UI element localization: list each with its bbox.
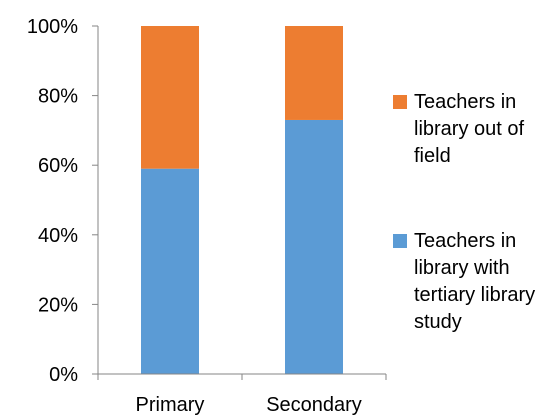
legend-label-out-of-field: Teachers in library out of field <box>414 91 525 167</box>
y-tick-label: 0% <box>49 364 78 386</box>
legend-swatch-out-of-field <box>393 95 407 109</box>
y-tick-labels: 0% 20% 40% 60% 80% 100% <box>27 16 78 386</box>
y-tick-label: 80% <box>38 86 78 108</box>
legend-2: Teachers in library with tertiary librar… <box>393 228 558 336</box>
legend-label-tertiary-study: Teachers in library with tertiary librar… <box>414 230 536 333</box>
bar-secondary-series-1 <box>285 26 343 120</box>
y-tick-label: 40% <box>38 225 78 247</box>
x-tick-label-primary: Primary <box>136 394 205 416</box>
legend-swatch-tertiary-study <box>393 234 407 248</box>
axes-layer <box>92 25 387 380</box>
bar-primary-series-1 <box>141 26 199 169</box>
y-tick-label: 60% <box>38 155 78 177</box>
bar-secondary-series-0 <box>285 119 343 375</box>
legend-item-out-of-field: Teachers in library out of field <box>393 89 558 170</box>
y-tick-label: 100% <box>27 16 78 38</box>
y-tick-label: 20% <box>38 294 78 316</box>
bars-layer <box>141 26 343 375</box>
x-tick-labels: Primary Secondary <box>136 394 362 416</box>
legend-item-tertiary-study: Teachers in library with tertiary librar… <box>393 228 558 336</box>
x-tick-label-secondary: Secondary <box>266 394 362 416</box>
bar-primary-series-0 <box>141 168 199 374</box>
legend: Teachers in library out of field <box>393 89 558 170</box>
